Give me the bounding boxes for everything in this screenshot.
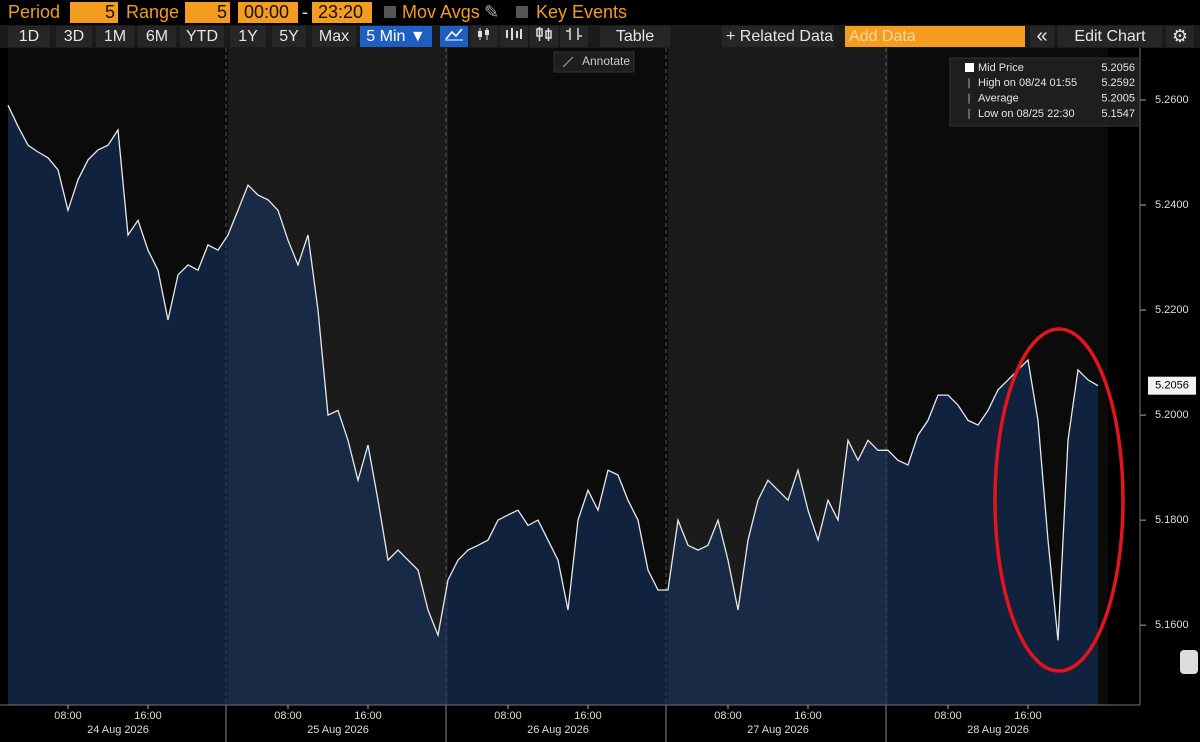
legend-value: 5.1547 (1101, 108, 1135, 120)
legend-label: Average (978, 93, 1019, 105)
annotate-tooltip (553, 51, 635, 73)
last-value-tag (1148, 376, 1196, 395)
x-tick-label: 16:00 (354, 710, 382, 722)
y-tick-label: 5.2200 (1155, 304, 1189, 316)
interval-dropdown[interactable]: 5 Min ▼ (360, 26, 432, 47)
legend-value: 5.2056 (1101, 62, 1135, 74)
legend-box (949, 57, 1139, 127)
button[interactable]: 3D (56, 26, 92, 47)
x-tick-label: 16:00 (574, 710, 602, 722)
day-label: 25 Aug 2026 (307, 724, 369, 736)
legend-value: 5.2005 (1101, 93, 1135, 105)
button[interactable]: « (1030, 26, 1054, 47)
checkbox[interactable] (384, 6, 396, 18)
chart-type-icon[interactable] (440, 26, 468, 47)
highlight-ellipse (993, 327, 1125, 673)
label[interactable]: Mov Avgs (402, 2, 480, 22)
add-data-input[interactable]: Add Data (845, 26, 1025, 47)
input[interactable]: 00:00 (238, 2, 298, 23)
price-line (7, 104, 1099, 641)
annotate-icon (562, 56, 574, 68)
x-tick-label: 16:00 (134, 710, 162, 722)
day-label: 28 Aug 2026 (967, 724, 1029, 736)
x-tick-label: 08:00 (934, 710, 962, 722)
checkbox[interactable] (516, 6, 528, 18)
legend-value: 5.2592 (1101, 77, 1135, 89)
day-label: 24 Aug 2026 (87, 724, 149, 736)
x-tick-label: 08:00 (494, 710, 522, 722)
annotate-label: Annotate (582, 54, 630, 68)
legend-label: Mid Price (978, 62, 1024, 74)
side-icon (1180, 650, 1198, 674)
y-tick-label: 5.1800 (1155, 514, 1189, 526)
input[interactable]: 5 (185, 2, 230, 23)
legend-label: High on 08/24 01:55 (978, 77, 1077, 89)
x-axis-band (0, 705, 1200, 742)
top-toolbar: Period 5 Range 5 00:00 - 23:20 Mov Avgs … (0, 0, 1200, 25)
button[interactable]: 6M (138, 26, 176, 47)
button[interactable]: Max (312, 26, 356, 47)
y-tick-label: 5.2400 (1155, 199, 1189, 211)
legend-swatch (965, 63, 974, 72)
last-value-label: 5.2056 (1155, 380, 1189, 392)
label[interactable]: Key Events (536, 2, 628, 22)
chart-type-icon[interactable] (470, 26, 498, 47)
label: Period (8, 2, 61, 22)
button[interactable]: 1Y (230, 26, 266, 47)
chart-type-icon[interactable] (560, 26, 588, 47)
legend-label: Low on 08/25 22:30 (978, 108, 1075, 120)
related-data-button[interactable]: + Related Data (722, 26, 834, 47)
edit-chart-button[interactable]: Edit Chart (1058, 26, 1162, 47)
button[interactable]: 1M (96, 26, 134, 47)
day-label: 26 Aug 2026 (527, 724, 589, 736)
x-tick-label: 16:00 (794, 710, 822, 722)
x-tick-label: 08:00 (714, 710, 742, 722)
separator: - (302, 2, 308, 22)
y-tick-label: 5.2600 (1155, 94, 1189, 106)
day-label: 27 Aug 2026 (747, 724, 809, 736)
button[interactable]: YTD (180, 26, 224, 47)
y-tick-label: 5.2000 (1155, 409, 1189, 421)
chart-type-icon[interactable] (530, 26, 558, 47)
settings-icon[interactable]: ⚙ (1166, 26, 1194, 47)
area (8, 105, 1098, 705)
x-tick-label: 08:00 (274, 710, 302, 722)
y-tick-label: 5.1600 (1155, 619, 1189, 631)
button[interactable]: 5Y (272, 26, 306, 47)
x-tick-label: 08:00 (54, 710, 82, 722)
button[interactable]: 1D (8, 26, 50, 47)
chart-toolbar: 1D 3D 1M 6M YTD 1Y 5Y Max 5 Min ▼ Table + Related … (0, 25, 1200, 48)
pencil-icon[interactable]: ✎ (484, 2, 500, 22)
input[interactable]: 23:20 (312, 2, 372, 23)
x-tick-label: 16:00 (1014, 710, 1042, 722)
button[interactable]: Table (600, 26, 670, 47)
chart-type-icon[interactable] (500, 26, 528, 47)
input[interactable]: 5 (70, 2, 118, 23)
label: Range (126, 2, 180, 22)
